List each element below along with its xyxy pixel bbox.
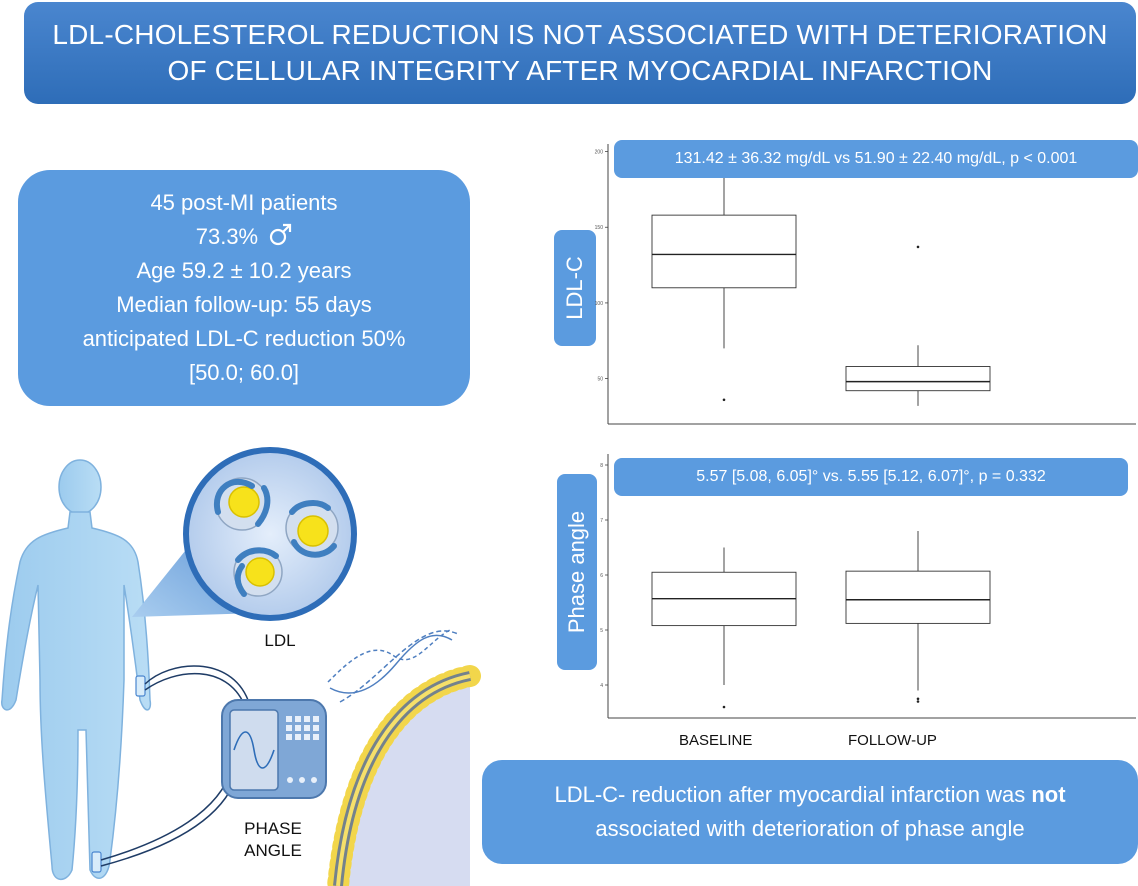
illustration: [1, 447, 481, 886]
outlier-point: [916, 700, 920, 703]
ldl-c-axis-label: LDL-C: [562, 256, 587, 320]
ldl-caption: LDL: [264, 631, 296, 650]
y-tick-label: 150: [595, 225, 604, 231]
phase-angle-axis-label-box: Phase angle: [557, 474, 597, 670]
male-row: 73.3%: [196, 220, 293, 254]
age-text: Age 59.2 ± 10.2 years: [136, 258, 352, 283]
y-tick-label: 50: [597, 377, 603, 383]
ldl-c-axis-label-box: LDL-C: [554, 230, 596, 346]
outlier-point: [722, 398, 726, 402]
iqr-box: [651, 214, 797, 289]
ldl-particle-icon: [233, 547, 283, 597]
title-banner: LDL-CHOLESTEROL REDUCTION IS NOT ASSOCIA…: [24, 2, 1136, 104]
phase-angle-stat-text: 5.57 [5.08, 6.05]° vs. 5.55 [5.12, 6.07]…: [696, 468, 1046, 485]
outlier-point: [722, 705, 726, 709]
box-baseline: [651, 547, 797, 709]
phase-angle-axis-label: Phase angle: [564, 510, 589, 634]
conclusion-line-2: associated with deterioration of phase a…: [595, 816, 1025, 841]
phase-angle-device-icon: [221, 699, 327, 799]
iqr-box: [845, 366, 991, 392]
conclusion-text-before: LDL-C- reduction after myocardial infarc…: [554, 782, 1032, 807]
iqr-box: [845, 570, 991, 624]
ldl-c-stat-text: 131.42 ± 36.32 mg/dL vs 51.90 ± 22.40 mg…: [674, 150, 1078, 167]
box-follow-up: [845, 245, 991, 406]
outlier-point: [916, 245, 920, 249]
patients-text: 45 post-MI patients: [150, 190, 338, 215]
phase-angle-caption: PHASE ANGLE: [220, 818, 326, 862]
male-symbol-icon: [270, 223, 292, 246]
phase-caption-line-2: ANGLE: [244, 841, 302, 860]
y-tick-label: 200: [595, 150, 604, 156]
conclusion-box: LDL-C- reduction after myocardial infarc…: [482, 760, 1138, 864]
title-line-2: OF CELLULAR INTEGRITY AFTER MYOCARDIAL I…: [167, 55, 993, 86]
phase-caption-line-1: PHASE: [244, 819, 302, 838]
ldl-particle-icon: [213, 477, 271, 531]
male-percent: 73.3%: [195, 224, 259, 249]
box-follow-up: [845, 531, 991, 703]
outlier-point: [916, 697, 920, 701]
box-baseline: [651, 144, 797, 402]
y-tick-label: 7: [600, 518, 603, 524]
reduction-text: anticipated LDL-C reduction 50%: [82, 326, 406, 351]
title-line-1: LDL-CHOLESTEROL REDUCTION IS NOT ASSOCIA…: [52, 19, 1108, 50]
ldl-particle-icon: [285, 500, 339, 558]
cell-membrane-icon: [327, 665, 481, 886]
x-category-baseline: BASELINE: [679, 732, 753, 749]
study-info-box: 45 post-MI patients 73.3% Age 59.2 ± 10.…: [18, 170, 470, 406]
conclusion-text-bold: not: [1031, 782, 1066, 807]
ldl-c-stat-box: 131.42 ± 36.32 mg/dL vs 51.90 ± 22.40 mg…: [614, 140, 1138, 178]
y-tick-label: 6: [600, 573, 603, 579]
y-tick-label: 8: [600, 463, 603, 469]
followup-text: Median follow-up: 55 days: [116, 292, 372, 317]
wave-lines-icon: [327, 629, 459, 703]
phase-angle-stat-box: 5.57 [5.08, 6.05]° vs. 5.55 [5.12, 6.07]…: [614, 458, 1128, 496]
y-tick-label: 5: [600, 628, 603, 634]
conclusion-line-1: LDL-C- reduction after myocardial infarc…: [554, 778, 1065, 812]
ldl-zoom-icon: [132, 447, 357, 621]
reduction-range-text: [50.0; 60.0]: [188, 360, 300, 385]
y-tick-label: 4: [600, 683, 603, 689]
human-body-icon: [1, 459, 152, 880]
x-category-follow-up: FOLLOW-UP: [848, 732, 937, 749]
iqr-box: [651, 571, 797, 627]
